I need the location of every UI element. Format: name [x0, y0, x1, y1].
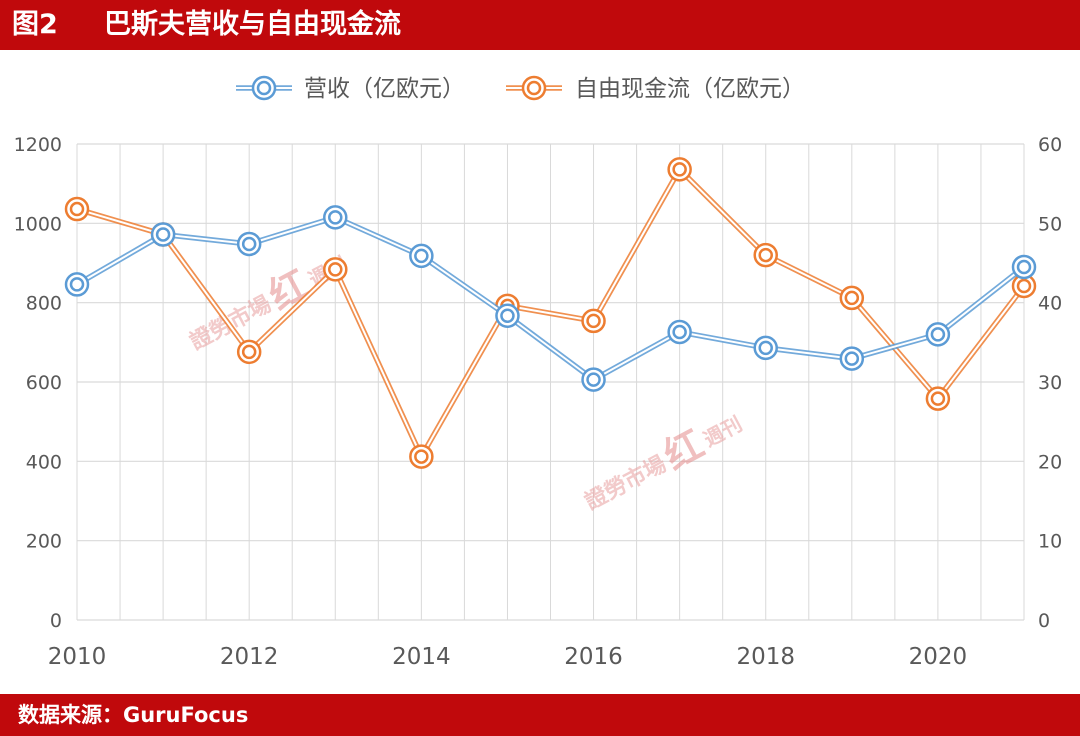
data-point — [236, 339, 262, 365]
data-point-inner — [1016, 278, 1032, 294]
y-left-tick-label: 600 — [26, 372, 62, 394]
data-point — [409, 243, 434, 269]
source-bar: 数据来源：GuruFocus — [0, 694, 1080, 736]
legend: 营收（亿欧元） 自由现金流（亿欧元） — [236, 75, 805, 102]
legend-item: 自由现金流（亿欧元） — [506, 75, 805, 102]
legend-marker-inner — [526, 80, 542, 96]
data-point — [236, 231, 262, 257]
figure-label: 图2 — [12, 9, 58, 40]
x-tick-label: 2014 — [392, 644, 451, 670]
data-point — [667, 157, 692, 182]
y-right-tick-label: 50 — [1038, 213, 1062, 235]
data-point-inner — [672, 162, 687, 177]
legend-label: 营收（亿欧元） — [304, 76, 465, 102]
data-point-inner — [414, 248, 429, 264]
legend-marker — [251, 75, 277, 101]
y-right-tick-label: 20 — [1038, 451, 1062, 473]
x-tick-label: 2010 — [48, 644, 107, 670]
data-point — [323, 205, 348, 230]
data-point-inner — [328, 210, 343, 225]
data-point-inner — [69, 201, 85, 217]
y-left-tick-label: 400 — [26, 451, 62, 473]
grid — [76, 143, 1025, 621]
data-point — [667, 319, 692, 345]
y-right-tick-label: 40 — [1038, 293, 1062, 315]
data-point — [1011, 254, 1037, 280]
source-note: 数据来源：GuruFocus — [18, 703, 249, 727]
data-point-inner — [930, 391, 946, 406]
data-point-inner — [414, 449, 429, 464]
data-point-inner — [672, 324, 687, 340]
data-point-inner — [586, 313, 601, 329]
axes: 0 200 400 600 800 1000 1200 0 10 20 30 40 50 60 2010 20… — [14, 134, 1063, 670]
y-left-tick-label: 800 — [26, 293, 62, 315]
data-point — [839, 285, 865, 311]
data-point-inner — [155, 227, 171, 242]
y-right-tick-label: 0 — [1038, 610, 1050, 632]
legend-label: 自由现金流（亿欧元） — [575, 76, 805, 102]
line-chart: 證勞市場红週刊證勞市場红週刊 0200400600800100012000102… — [14, 75, 1063, 670]
x-tick-label: 2018 — [736, 644, 795, 670]
data-point-inner — [328, 262, 343, 277]
data-point — [925, 386, 951, 411]
data-point — [64, 196, 90, 222]
series-line-highlight — [76, 168, 1025, 458]
data-point-inner — [586, 372, 601, 387]
data-point — [581, 367, 606, 392]
y-left-tick-label: 1000 — [14, 213, 62, 235]
watermark-text: 證勞市場 — [581, 451, 671, 515]
data-point — [839, 346, 865, 371]
data-point — [64, 272, 90, 297]
y-right-tick-label: 60 — [1038, 134, 1062, 156]
y-left-tick-label: 0 — [50, 610, 62, 632]
x-tick-label: 2020 — [909, 644, 968, 670]
data-point — [323, 257, 348, 282]
data-point — [495, 303, 520, 329]
data-point-inner — [930, 327, 946, 342]
data-point — [753, 242, 778, 268]
data-point — [925, 322, 951, 347]
data-point-inner — [241, 344, 257, 360]
y-right-tick-label: 30 — [1038, 372, 1062, 394]
title-bar: 图2 巴斯夫营收与自由现金流 — [0, 0, 1080, 50]
y-left-tick-label: 1200 — [14, 134, 62, 156]
legend-marker — [521, 75, 547, 101]
series — [64, 157, 1037, 469]
data-point-inner — [500, 308, 515, 324]
x-tick-label: 2012 — [220, 644, 279, 670]
data-point-inner — [844, 290, 860, 306]
data-point — [409, 444, 434, 469]
y-left-tick-label: 200 — [26, 531, 62, 553]
chart-title: 巴斯夫营收与自由现金流 — [104, 9, 401, 40]
data-point-inner — [69, 277, 85, 292]
data-point — [753, 335, 778, 361]
data-point — [581, 308, 606, 334]
data-point-inner — [1016, 259, 1032, 275]
data-point-inner — [758, 340, 773, 356]
series-revenue — [64, 205, 1037, 392]
legend-item: 营收（亿欧元） — [236, 75, 465, 102]
x-tick-label: 2016 — [564, 644, 623, 670]
series-line-highlight — [76, 216, 1025, 381]
data-point — [150, 222, 176, 247]
data-point-inner — [758, 247, 773, 263]
y-right-tick-label: 10 — [1038, 531, 1062, 553]
legend-marker-inner — [256, 80, 272, 96]
data-point-inner — [844, 351, 860, 366]
data-point-inner — [241, 236, 257, 252]
